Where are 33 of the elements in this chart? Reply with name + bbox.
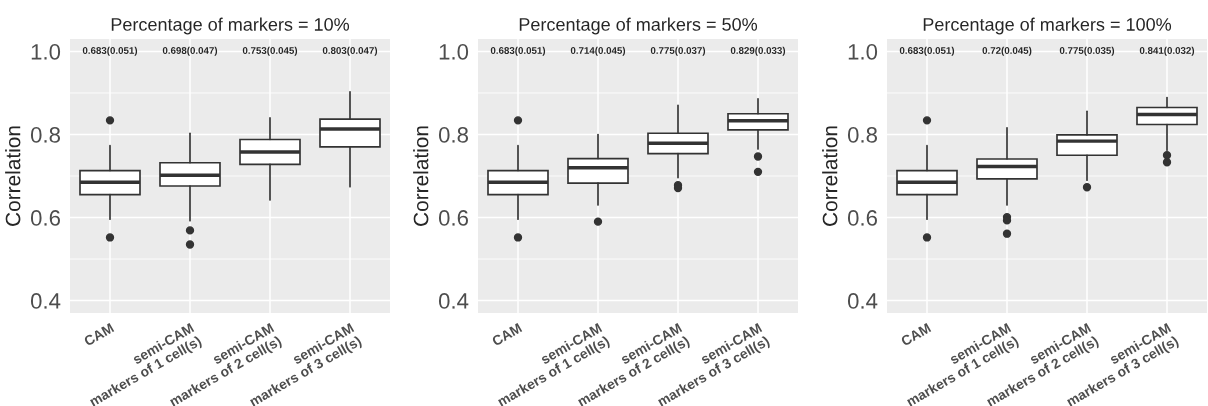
annotation: 0.683(0.051) [490, 46, 546, 56]
annotation: 0.841(0.032) [1139, 46, 1195, 56]
annotation: 0.683(0.051) [899, 46, 955, 56]
chart-title: Percentage of markers = 100% [923, 17, 1172, 35]
annotation: 0.775(0.037) [650, 46, 706, 56]
annotation: 0.829(0.033) [730, 46, 786, 56]
y-tick-label: 0.6 [438, 210, 468, 226]
y-tick-label: 0.8 [438, 127, 469, 143]
y-axis-title: Correlation [5, 126, 21, 226]
annotation: 0.714(0.045) [570, 46, 626, 56]
x-tick-label: CAM [900, 322, 932, 347]
annotation: 0.803(0.047) [322, 46, 378, 56]
y-tick-label: 1.0 [439, 43, 469, 60]
y-tick-label: 0.8 [30, 127, 61, 143]
y-axis-title: Correlation [413, 126, 429, 226]
y-tick-label: 0.4 [30, 293, 61, 309]
x-tick-label: CAM [491, 322, 523, 347]
x-tick-label: CAM [83, 322, 115, 347]
y-axis-title: Correlation [822, 126, 838, 226]
annotation: 0.775(0.035) [1059, 46, 1115, 56]
y-tick-label: 0.4 [438, 293, 469, 309]
y-tick-label: 0.4 [847, 293, 878, 309]
annotation: 0.72(0.045) [982, 46, 1032, 56]
y-tick-label: 1.0 [848, 43, 878, 60]
annotation: 0.698(0.047) [162, 46, 218, 56]
annotation: 0.683(0.051) [82, 46, 138, 56]
chart-title: Percentage of markers = 50% [519, 17, 758, 35]
y-tick-label: 0.6 [30, 210, 60, 226]
y-tick-label: 0.6 [847, 210, 877, 226]
annotation: 0.753(0.045) [242, 46, 298, 56]
y-tick-label: 1.0 [31, 43, 61, 60]
chart-title: Percentage of markers = 10% [111, 17, 350, 35]
y-tick-label: 0.8 [847, 127, 878, 143]
